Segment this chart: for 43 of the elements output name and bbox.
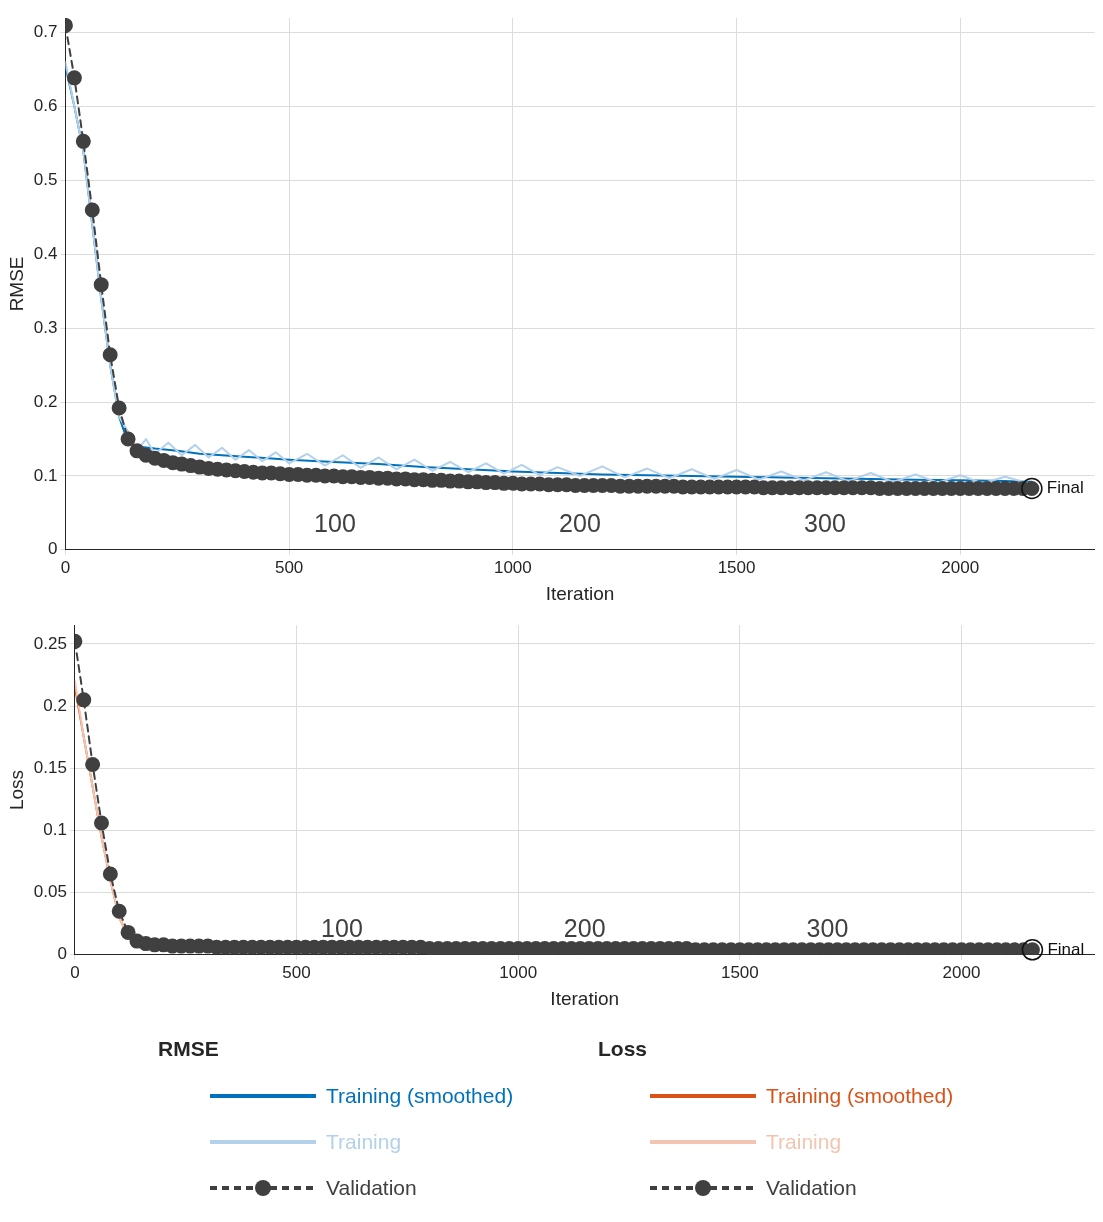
annotation: Final: [1047, 939, 1085, 959]
x-tick-label: 500: [274, 557, 304, 577]
y-tick-label: 0.1: [43, 820, 67, 840]
text: Training: [326, 1130, 402, 1154]
y-tick-label: 0.3: [33, 317, 58, 337]
y-tick-label: 0.2: [43, 695, 67, 715]
text: Training (smoothed): [766, 1084, 954, 1108]
x-axis-title: Iteration: [550, 987, 620, 1009]
annotation: 300: [806, 914, 849, 943]
x-tick-label: 0: [70, 962, 80, 982]
legend-label: Validation: [766, 1176, 857, 1200]
legend-title: RMSE: [158, 1037, 220, 1061]
annotation: 100: [321, 914, 363, 943]
annotation: 200: [559, 509, 601, 538]
x-tick-label: 2000: [942, 962, 981, 982]
x-tick-label: 1000: [493, 557, 532, 577]
x-tick-label: 2000: [941, 557, 980, 577]
y-tick-label: 0.5: [33, 170, 58, 190]
annotation: 200: [563, 914, 606, 943]
y-tick-label: 0.15: [33, 757, 67, 777]
annotation: 100: [314, 509, 356, 538]
text: Training (smoothed): [326, 1084, 514, 1108]
y-tick-label: 0.1: [33, 465, 58, 485]
y-tick-label: 0.4: [33, 244, 58, 264]
x-tick-label: 1500: [720, 962, 759, 982]
y-tick-label: 0.6: [33, 96, 58, 116]
legend-label: Validation: [326, 1176, 417, 1200]
y-tick-label: 0: [47, 539, 58, 559]
y-tick-label: 0.05: [33, 882, 67, 902]
annotation: Final: [1046, 478, 1084, 498]
x-tick-label: 500: [282, 962, 311, 982]
x-axis-title: Iteration: [545, 582, 615, 604]
text: Training: [766, 1130, 842, 1154]
x-tick-label: 1500: [717, 557, 756, 577]
y-tick-label: 0.25: [33, 633, 67, 653]
y-axis-title: RMSE: [5, 256, 27, 312]
x-tick-label: 1000: [499, 962, 538, 982]
annotation: 300: [804, 509, 846, 538]
y-axis-title: Loss: [5, 769, 27, 811]
y-tick-label: 0.7: [33, 22, 58, 42]
y-tick-label: 0: [57, 944, 67, 964]
legend-title: Loss: [598, 1037, 648, 1061]
y-tick-label: 0.2: [33, 391, 58, 411]
